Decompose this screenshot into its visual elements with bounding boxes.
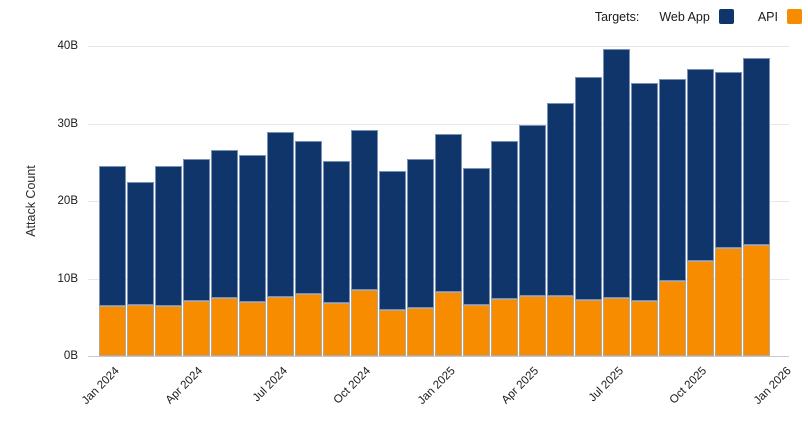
gridline [88, 46, 789, 47]
legend-title: Targets: [594, 9, 640, 24]
bar-segment-api[interactable] [99, 305, 126, 356]
bar-segment-api[interactable] [239, 301, 266, 356]
bar-segment-web-app[interactable] [239, 154, 266, 302]
bar-segment-api[interactable] [155, 306, 182, 356]
bar-segment-api[interactable] [715, 247, 742, 356]
bar-segment-web-app[interactable] [323, 160, 350, 304]
bar-segment-api[interactable] [407, 307, 434, 356]
legend-item-api[interactable]: API [758, 9, 802, 24]
bar-segment-api[interactable] [463, 304, 490, 356]
y-tick-label: 30B [57, 117, 78, 130]
bar-segment-api[interactable] [687, 260, 714, 356]
bar-oct-2025 [687, 69, 714, 356]
x-axis-line [88, 356, 789, 357]
x-tick-label: Jul 2024 [250, 365, 290, 405]
x-tick-label: Oct 2025 [667, 365, 710, 407]
legend-swatch-api [787, 9, 802, 24]
bar-segment-web-app[interactable] [211, 149, 238, 298]
bar-segment-api[interactable] [267, 297, 294, 356]
bar-segment-web-app[interactable] [379, 170, 406, 310]
bar-segment-web-app[interactable] [715, 72, 742, 248]
bar-jul-2024 [267, 132, 294, 356]
bar-segment-web-app[interactable] [547, 102, 574, 296]
bar-oct-2024 [351, 129, 378, 356]
bar-segment-api[interactable] [519, 296, 546, 356]
bar-segment-web-app[interactable] [407, 159, 434, 308]
bar-mar-2025 [491, 141, 518, 356]
bar-segment-api[interactable] [435, 292, 462, 356]
bar-segment-web-app[interactable] [351, 129, 378, 291]
bar-segment-web-app[interactable] [463, 167, 490, 305]
bar-segment-web-app[interactable] [435, 133, 462, 293]
bar-segment-api[interactable] [603, 297, 630, 356]
bar-jun-2024 [239, 154, 266, 356]
bar-segment-web-app[interactable] [743, 57, 770, 246]
bar-mar-2024 [155, 166, 182, 356]
x-tick-label: Apr 2024 [163, 365, 206, 407]
bar-dec-2025 [743, 57, 770, 356]
bar-sep-2024 [323, 160, 350, 356]
bar-may-2025 [547, 102, 574, 356]
bar-segment-web-app[interactable] [519, 125, 546, 297]
bar-nov-2024 [379, 170, 406, 356]
y-tick-label: 20B [57, 195, 78, 207]
bar-segment-web-app[interactable] [575, 77, 602, 301]
bar-segment-web-app[interactable] [127, 182, 154, 305]
bar-segment-api[interactable] [743, 245, 770, 356]
bar-may-2024 [211, 149, 238, 356]
bar-segment-api[interactable] [575, 300, 602, 356]
legend: Targets: Web App API [595, 9, 802, 24]
legend-item-api-label: API [757, 9, 778, 24]
bar-segment-web-app[interactable] [99, 166, 126, 306]
bar-segment-api[interactable] [631, 300, 658, 356]
bar-segment-web-app[interactable] [267, 132, 294, 298]
gridline [88, 123, 789, 125]
bar-aug-2025 [631, 83, 658, 356]
bar-segment-api[interactable] [127, 304, 154, 356]
bar-dec-2024 [407, 159, 434, 356]
x-tick-label: Jan 2026 [751, 365, 794, 407]
bar-segment-api[interactable] [491, 299, 518, 356]
bar-segment-api[interactable] [659, 280, 686, 356]
bar-segment-web-app[interactable] [155, 166, 182, 307]
bar-nov-2025 [715, 72, 742, 356]
bar-jan-2024 [99, 166, 126, 356]
bar-segment-web-app[interactable] [631, 83, 658, 301]
y-tick-label: 0B [63, 350, 78, 362]
bar-segment-web-app[interactable] [183, 159, 210, 301]
bar-segment-web-app[interactable] [295, 140, 322, 294]
bar-apr-2024 [183, 159, 210, 356]
legend-item-web-app-label: Web App [659, 9, 710, 24]
bar-jun-2025 [575, 77, 602, 356]
y-tick-label: 10B [57, 272, 78, 285]
bar-segment-api[interactable] [323, 303, 350, 356]
bar-segment-api[interactable] [379, 309, 406, 356]
bar-jul-2025 [603, 49, 630, 356]
y-tick-label: 40B [57, 40, 78, 52]
bar-segment-api[interactable] [547, 295, 574, 356]
bar-segment-web-app[interactable] [659, 78, 686, 281]
x-tick-label: Jul 2025 [586, 365, 626, 405]
bar-segment-web-app[interactable] [491, 141, 518, 300]
plot-area [88, 46, 789, 357]
bar-apr-2025 [519, 125, 546, 356]
bar-segment-api[interactable] [295, 294, 322, 356]
bar-sep-2025 [659, 78, 686, 356]
bar-segment-web-app[interactable] [687, 69, 714, 261]
bar-feb-2025 [463, 167, 490, 356]
bar-segment-api[interactable] [183, 300, 210, 356]
x-tick-label: Jan 2024 [79, 365, 122, 407]
bar-jan-2025 [435, 133, 462, 356]
legend-item-web-app[interactable]: Web App [659, 9, 734, 24]
x-tick-label: Jan 2025 [415, 365, 458, 407]
bar-segment-web-app[interactable] [603, 49, 630, 298]
bar-aug-2024 [295, 140, 322, 356]
x-tick-label: Oct 2024 [331, 365, 374, 407]
legend-swatch-web-app [718, 9, 734, 24]
bar-segment-api[interactable] [351, 290, 378, 356]
bar-segment-api[interactable] [211, 297, 238, 356]
x-tick-label: Apr 2025 [499, 365, 542, 407]
bar-feb-2024 [127, 182, 154, 356]
